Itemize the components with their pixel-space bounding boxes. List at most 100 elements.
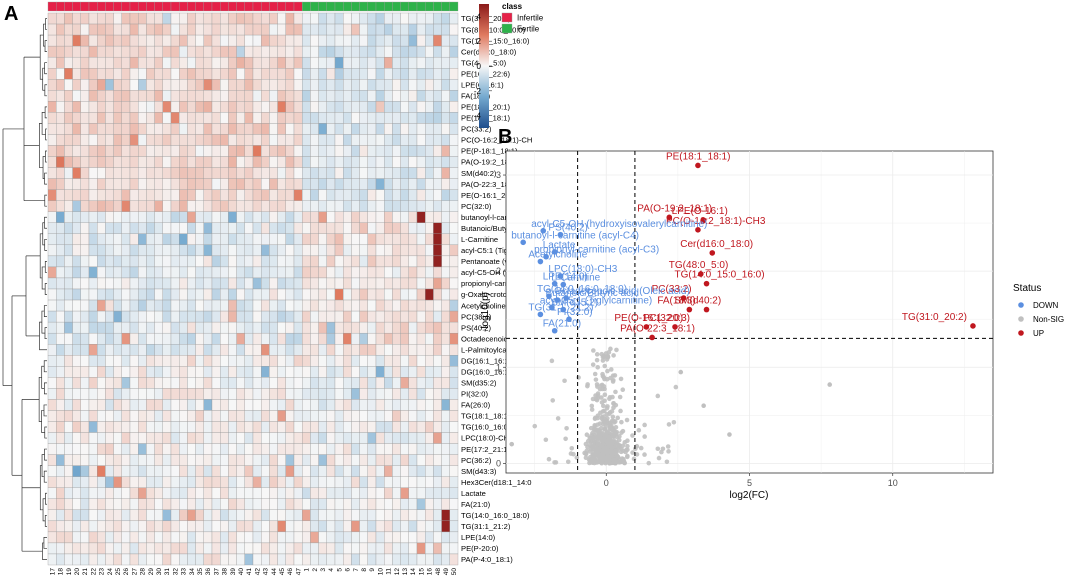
- heatmap-cell: [80, 167, 90, 179]
- heatmap-cell: [138, 12, 147, 25]
- heatmap-cell: [170, 388, 180, 400]
- heatmap-cell: [138, 255, 147, 268]
- heatmap-cell: [121, 465, 131, 477]
- heatmap-cell: [425, 200, 434, 212]
- heatmap-cell: [97, 23, 106, 36]
- heatmap-cell: [47, 167, 57, 179]
- heatmap-cell: [285, 277, 295, 290]
- heatmap-cell: [392, 377, 401, 389]
- heatmap-cell: [129, 465, 139, 477]
- heatmap-cell: [146, 454, 155, 466]
- heatmap-cell: [88, 45, 98, 58]
- heatmap-cell: [433, 310, 442, 323]
- class-legend-swatch: [501, 23, 513, 34]
- heatmap-cell: [326, 476, 336, 488]
- heatmap-cell: [211, 233, 221, 246]
- heatmap-cell: [88, 310, 98, 323]
- heatmap-cell: [408, 410, 418, 422]
- heatmap-cell: [351, 101, 360, 113]
- heatmap-cell: [113, 68, 122, 80]
- heatmap-cell: [179, 344, 188, 356]
- heatmap-cell: [384, 56, 393, 69]
- heatmap-cell: [408, 332, 418, 345]
- heatmap-cell: [384, 222, 393, 234]
- heatmap-cell: [384, 189, 393, 201]
- heatmap-cell: [449, 520, 459, 533]
- heatmap-cell: [293, 310, 303, 323]
- heatmap-cell: [318, 123, 327, 135]
- heatmap-cell: [80, 388, 90, 400]
- heatmap-cell: [195, 410, 204, 422]
- heatmap-cell: [170, 432, 180, 444]
- heatmap-cell: [359, 68, 368, 80]
- heatmap-cell: [47, 542, 57, 555]
- heatmap-cell: [433, 145, 442, 157]
- heatmap-cell: [105, 255, 114, 268]
- heatmap-cell: [244, 288, 254, 301]
- heatmap-cell: [285, 233, 295, 246]
- heatmap-cell: [56, 211, 65, 223]
- heatmap-cell: [154, 12, 163, 25]
- heatmap-cell: [384, 244, 393, 257]
- heatmap-cell: [146, 531, 155, 544]
- heatmap-cell: [203, 443, 213, 455]
- heatmap-cell: [228, 487, 237, 499]
- heatmap-cell: [88, 388, 98, 400]
- heatmap-cell: [318, 167, 327, 179]
- colorbar-gradient: [479, 4, 489, 128]
- heatmap-cell: [359, 23, 368, 36]
- heatmap-cell: [351, 310, 360, 323]
- class-bar-cell: [326, 1, 336, 12]
- heatmap-cell: [236, 542, 245, 555]
- heatmap-cell: [187, 145, 196, 157]
- heatmap-cell: [236, 498, 245, 510]
- heatmap-cell: [64, 45, 73, 58]
- heatmap-cell: [277, 443, 286, 455]
- heatmap-cell: [138, 321, 147, 334]
- heatmap-cell: [187, 167, 196, 179]
- heatmap-cell: [146, 56, 155, 69]
- heatmap-cell: [236, 222, 245, 234]
- dendrogram-branch: [43, 470, 47, 483]
- heatmap-cell: [121, 156, 131, 168]
- heatmap-cell: [211, 542, 221, 555]
- heatmap-cell: [326, 68, 336, 80]
- non-sig-point: [605, 368, 610, 374]
- heatmap-cell: [47, 244, 57, 257]
- class-bar-cell: [105, 1, 114, 12]
- class-bar-cell: [351, 1, 360, 12]
- heatmap-cell: [269, 377, 278, 389]
- heatmap-cell: [326, 443, 336, 455]
- heatmap-cell: [211, 23, 221, 36]
- heatmap-cell: [97, 465, 106, 477]
- heatmap-cell: [228, 432, 237, 444]
- heatmap-cell: [449, 476, 459, 488]
- heatmap-cell: [211, 520, 221, 533]
- heatmap-cell: [384, 310, 393, 323]
- heatmap-cell: [367, 487, 377, 499]
- dendrogram-branch: [41, 365, 45, 389]
- heatmap-cell: [113, 288, 122, 301]
- heatmap-cell: [285, 189, 295, 201]
- heatmap-cell: [72, 399, 81, 411]
- heatmap-cell: [220, 355, 229, 367]
- heatmap-cell: [261, 542, 270, 555]
- heatmap-cell: [154, 145, 163, 157]
- heatmap-cell: [384, 465, 393, 477]
- heatmap-cell: [425, 542, 434, 555]
- heatmap-cell: [351, 344, 360, 356]
- heatmap-cell: [277, 222, 286, 234]
- column-label: 42: [254, 568, 261, 576]
- heatmap-cell: [64, 465, 73, 477]
- class-bar-cell: [187, 1, 196, 12]
- heatmap-cell: [441, 509, 450, 522]
- heatmap-cell: [326, 200, 336, 212]
- heatmap-cell: [359, 531, 368, 544]
- point-label: LPC(18:0)-CH3: [548, 264, 617, 275]
- heatmap-cell: [334, 476, 344, 488]
- heatmap-cell: [195, 332, 204, 345]
- heatmap-cell: [80, 244, 90, 257]
- heatmap-cell: [187, 443, 196, 455]
- heatmap-cell: [162, 123, 172, 135]
- heatmap-cell: [211, 123, 221, 135]
